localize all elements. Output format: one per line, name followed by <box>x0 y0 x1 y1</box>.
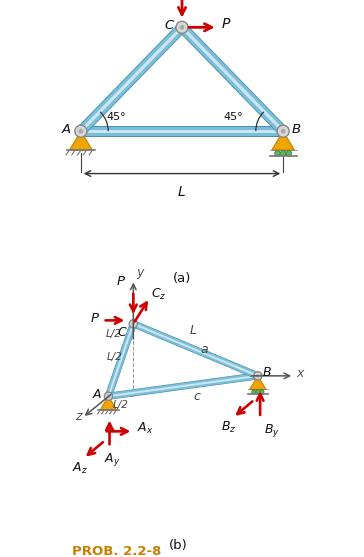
Polygon shape <box>272 131 294 150</box>
Circle shape <box>280 150 286 156</box>
Circle shape <box>79 129 83 134</box>
Polygon shape <box>81 126 283 136</box>
Text: 45°: 45° <box>107 113 126 123</box>
Polygon shape <box>132 320 259 379</box>
Polygon shape <box>108 372 258 400</box>
Text: L/2: L/2 <box>107 352 122 362</box>
Text: $A_z$: $A_z$ <box>72 461 88 476</box>
Text: P: P <box>117 275 125 288</box>
Polygon shape <box>132 321 259 379</box>
Circle shape <box>104 392 112 400</box>
Text: z: z <box>75 411 82 423</box>
Circle shape <box>277 125 289 137</box>
Polygon shape <box>107 324 134 397</box>
Text: L/2: L/2 <box>106 329 122 339</box>
Text: $A_x$: $A_x$ <box>137 421 154 436</box>
Text: PROB. 2.2-8: PROB. 2.2-8 <box>72 545 162 557</box>
Polygon shape <box>108 373 258 399</box>
Polygon shape <box>80 26 183 133</box>
Text: A: A <box>62 123 71 136</box>
Circle shape <box>176 21 188 33</box>
Circle shape <box>286 150 292 156</box>
Polygon shape <box>250 376 266 389</box>
Text: P: P <box>90 311 98 325</box>
Text: 45°: 45° <box>223 113 243 123</box>
Polygon shape <box>105 323 137 397</box>
Text: A: A <box>93 388 102 401</box>
Polygon shape <box>108 375 258 397</box>
Polygon shape <box>100 396 116 410</box>
Polygon shape <box>133 323 258 377</box>
Circle shape <box>260 390 264 394</box>
Polygon shape <box>81 126 283 136</box>
Text: a: a <box>201 343 209 356</box>
Text: C: C <box>118 326 127 339</box>
Text: x: x <box>296 367 304 380</box>
Circle shape <box>256 390 260 394</box>
Text: $B_y$: $B_y$ <box>264 422 279 439</box>
Circle shape <box>256 374 260 378</box>
Text: P: P <box>222 17 230 31</box>
Text: L: L <box>190 324 197 338</box>
Circle shape <box>275 150 280 156</box>
Polygon shape <box>81 130 283 133</box>
Text: $A_y$: $A_y$ <box>103 451 120 467</box>
Polygon shape <box>179 24 286 134</box>
Text: y: y <box>137 266 144 279</box>
Text: B: B <box>291 123 300 136</box>
Circle shape <box>252 390 256 394</box>
Polygon shape <box>70 131 92 150</box>
Polygon shape <box>178 23 287 135</box>
Text: (b): (b) <box>169 539 188 552</box>
Text: (a): (a) <box>173 272 191 285</box>
Text: L: L <box>178 185 186 199</box>
Polygon shape <box>77 23 186 135</box>
Text: $B_z$: $B_z$ <box>221 420 236 435</box>
Polygon shape <box>78 24 185 134</box>
Text: c: c <box>193 390 200 403</box>
Circle shape <box>132 322 135 325</box>
Text: B: B <box>263 366 272 379</box>
Circle shape <box>254 372 262 380</box>
Polygon shape <box>106 323 136 397</box>
Circle shape <box>75 125 87 137</box>
Circle shape <box>129 320 137 328</box>
Circle shape <box>107 394 110 398</box>
Text: $C_z$: $C_z$ <box>151 287 167 302</box>
Text: L/2: L/2 <box>113 400 129 410</box>
Circle shape <box>281 129 285 134</box>
Text: C: C <box>165 19 174 32</box>
Circle shape <box>179 25 185 30</box>
Polygon shape <box>181 26 284 133</box>
